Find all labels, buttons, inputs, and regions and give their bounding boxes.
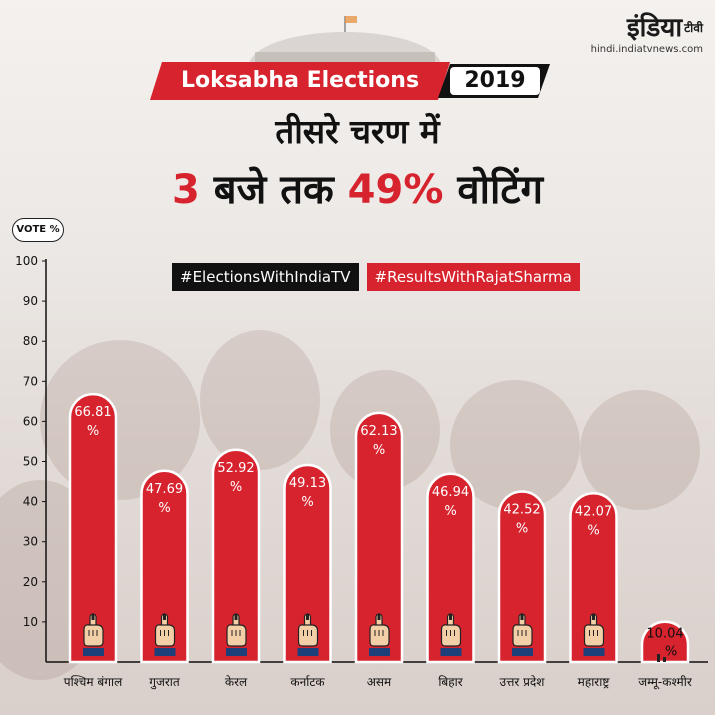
banner-title: Loksabha Elections: [150, 62, 450, 100]
title-number-1: 3: [171, 167, 200, 213]
finger-vote-icon: [83, 613, 104, 656]
bar-value-label: 42.07: [575, 504, 612, 519]
hashtag-results: #ResultsWithRajatSharma: [366, 263, 580, 291]
bar: [569, 492, 618, 664]
y-tick-label: 30: [23, 535, 38, 549]
title-mid: बजे तक: [213, 167, 334, 213]
title-end: वोटिंग: [457, 167, 543, 213]
bar-unit-label: %: [665, 645, 677, 660]
y-axis-label: VOTE %: [12, 218, 64, 242]
finger-vote-icon: [440, 613, 462, 656]
y-tick-label: 100: [15, 254, 38, 268]
bar: [497, 490, 547, 664]
y-tick-label: 20: [23, 575, 38, 589]
logo-text: इंडिया: [626, 13, 683, 43]
hashtag-elections: #ElectionsWithIndiaTV: [172, 263, 359, 291]
bar-unit-label: %: [301, 495, 313, 510]
title-line-1: तीसरे चरण में: [275, 112, 440, 151]
bar: [68, 392, 118, 664]
finger-vote-icon: [583, 613, 605, 656]
bar-value-label: 47.69: [146, 482, 183, 497]
bar: [140, 469, 189, 664]
x-category-label: पश्चिम बंगाल: [64, 675, 123, 689]
x-category-label: जम्मू-कश्मीर: [638, 675, 693, 690]
finger-vote-icon: [657, 654, 666, 662]
bar-unit-label: %: [373, 443, 385, 458]
bar-value-label: 10.04: [646, 627, 683, 642]
x-category-label: केरल: [225, 675, 248, 689]
bar: [426, 472, 475, 664]
x-category-label: कर्नाटक: [290, 675, 325, 689]
y-tick-label: 80: [23, 334, 38, 348]
bar-unit-label: %: [158, 501, 170, 516]
x-category-label: उत्तर प्रदेश: [500, 675, 546, 689]
y-tick-label: 60: [23, 414, 38, 428]
bar-value-label: 66.81: [74, 405, 111, 420]
x-category-label: महाराष्ट्र: [578, 675, 611, 689]
bar: [283, 463, 332, 664]
finger-vote-icon: [369, 613, 390, 656]
finger-vote-icon: [512, 613, 533, 656]
bar-unit-label: %: [516, 521, 528, 536]
y-tick-label: 40: [23, 495, 38, 509]
hashtag-bar: #ElectionsWithIndiaTV #ResultsWithRajatS…: [172, 263, 580, 291]
finger-vote-icon: [297, 613, 319, 656]
bar-unit-label: %: [230, 480, 242, 495]
x-category-label: गुजरात: [149, 675, 181, 690]
y-tick-label: 50: [23, 455, 38, 469]
bar-unit-label: %: [87, 424, 99, 439]
bar: [211, 448, 261, 664]
banner-year: 2019: [450, 67, 540, 95]
finger-vote-icon: [154, 613, 176, 656]
y-tick-label: 10: [23, 615, 38, 629]
logo-suffix: टीवी: [684, 21, 703, 35]
bar-value-label: 62.13: [360, 424, 397, 439]
bar-unit-label: %: [444, 504, 456, 519]
bar-value-label: 46.94: [432, 485, 469, 500]
india-tv-logo: इंडिया टीवी hindi.indiatvnews.com: [591, 14, 703, 55]
title-line-2: 3 बजे तक 49% वोटिंग: [0, 160, 715, 215]
title-number-2: 49%: [347, 167, 444, 213]
bar-value-label: 42.52: [503, 502, 540, 517]
x-category-label: असम: [367, 675, 392, 689]
x-category-label: बिहार: [438, 675, 463, 689]
bar: [354, 411, 404, 664]
bar: [640, 620, 690, 664]
bar-value-label: 49.13: [289, 476, 326, 491]
bar-unit-label: %: [587, 523, 599, 538]
logo-url: hindi.indiatvnews.com: [590, 44, 703, 55]
finger-vote-icon: [226, 613, 247, 656]
bar-value-label: 52.92: [217, 461, 254, 476]
y-tick-label: 70: [23, 374, 38, 388]
y-tick-label: 90: [23, 294, 38, 308]
